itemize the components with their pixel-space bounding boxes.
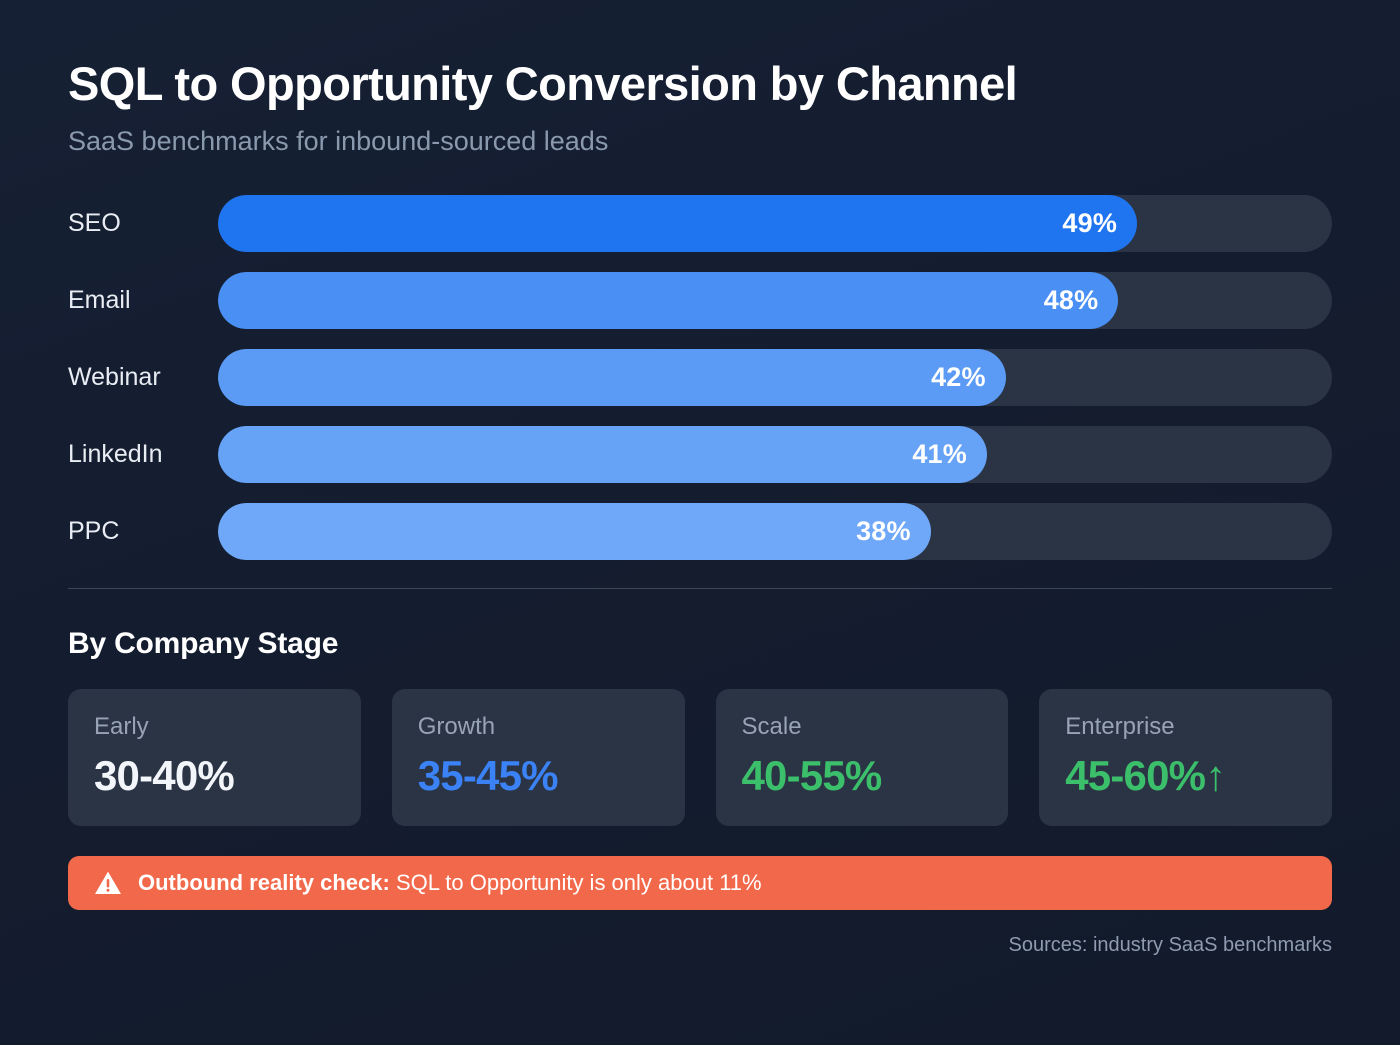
stage-card-value: 45-60%↑ — [1065, 752, 1226, 800]
bar-value-label: 49% — [1062, 208, 1118, 239]
alert-strong-text: Outbound reality check: — [138, 870, 390, 896]
bar-value-label: 41% — [912, 439, 967, 470]
bar-row: Webinar 42% — [68, 349, 1332, 407]
bar-category-label: PPC — [68, 517, 120, 546]
bar-chart: SEO 49% Email 48% Webinar 42% LinkedIn 41% PPC 38… — [68, 195, 1332, 561]
stage-card-name: Enterprise — [1065, 713, 1175, 741]
bar-track: 38% — [218, 503, 1332, 561]
stage-card: Scale 40-55% — [715, 689, 1009, 827]
stage-card-name: Growth — [417, 713, 496, 741]
page-subtitle: SaaS benchmarks for inbound-sourced lead… — [68, 125, 609, 156]
bar-value-label: 38% — [856, 516, 911, 547]
bar-row: PPC 38% — [68, 503, 1332, 561]
alert-text: Outbound reality check: SQL to Opportuni… — [138, 872, 762, 894]
bar-value-label: 48% — [1043, 285, 1099, 316]
stage-card-list: Early 30-40% Growth 35-45% Scale 40-55% Enterp… — [68, 689, 1332, 827]
bar-fill: 48% — [218, 272, 1119, 330]
bar-fill: 49% — [218, 195, 1138, 253]
stage-card-value: 40-55% — [741, 752, 883, 800]
stage-card: Early 30-40% — [68, 689, 361, 827]
bar-track: 42% — [218, 349, 1332, 407]
stage-card-name: Scale — [741, 713, 802, 741]
page-title: SQL to Opportunity Conversion by Channel — [68, 57, 1018, 110]
bar-category-label: LinkedIn — [68, 440, 163, 469]
bar-track: 49% — [218, 195, 1332, 253]
stage-section-title: By Company Stage — [68, 627, 339, 661]
section-divider — [68, 588, 1332, 590]
sources-footer: Sources: industry SaaS benchmarks — [1008, 934, 1333, 957]
chart-header: SQL to Opportunity Conversion by Channel… — [68, 0, 1332, 157]
stage-card-value: 30-40% — [94, 752, 235, 800]
stage-card: Enterprise 45-60%↑ — [1039, 689, 1332, 827]
bar-category-label: SEO — [68, 209, 121, 238]
stage-card-value: 35-45% — [417, 752, 559, 800]
bar-fill: 41% — [218, 426, 987, 484]
bar-category-label: Email — [68, 286, 131, 315]
stage-card: Growth 35-45% — [391, 689, 685, 827]
bar-row: SEO 49% — [68, 195, 1332, 253]
alert-rest-text: SQL to Opportunity is only about 11% — [389, 870, 762, 896]
warning-triangle-icon — [94, 870, 122, 896]
bar-track: 41% — [218, 426, 1332, 484]
bar-fill: 42% — [218, 349, 1006, 407]
bar-row: Email 48% — [68, 272, 1332, 330]
bar-row: LinkedIn 41% — [68, 426, 1332, 484]
bar-category-label: Webinar — [68, 363, 161, 392]
bar-value-label: 42% — [931, 362, 986, 393]
bar-fill: 38% — [218, 503, 931, 561]
outbound-alert-banner: Outbound reality check: SQL to Opportuni… — [68, 856, 1332, 911]
bar-track: 48% — [218, 272, 1332, 330]
stage-card-name: Early — [94, 713, 149, 741]
